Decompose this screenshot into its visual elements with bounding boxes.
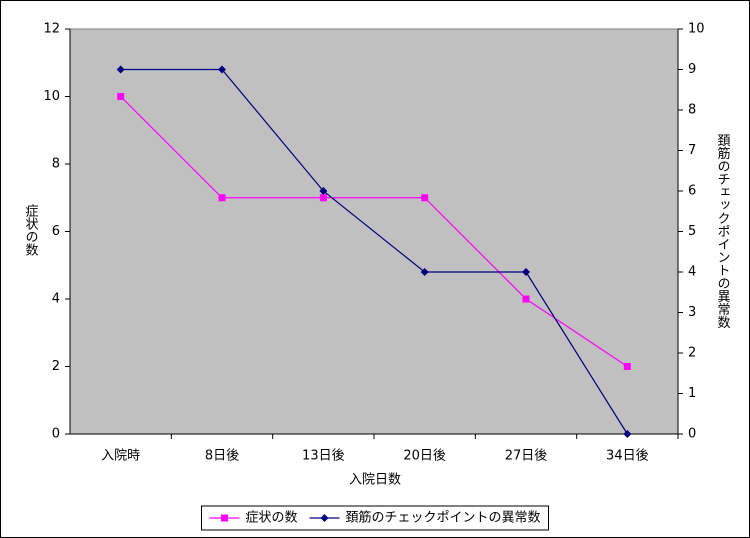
y2-tick-label: 10 xyxy=(688,22,705,37)
y2-tick-label: 7 xyxy=(688,143,696,158)
series-line xyxy=(120,96,628,367)
y2-tick-label: 6 xyxy=(688,184,696,199)
y-tick-label: 2 xyxy=(52,359,60,374)
point-marker xyxy=(117,93,125,100)
y2-tick-label: 2 xyxy=(688,346,696,361)
point-marker xyxy=(522,295,530,303)
point-marker xyxy=(623,430,632,438)
legend-label: 症状の数 xyxy=(245,511,297,526)
point-marker xyxy=(319,187,328,195)
y-tick-label: 12 xyxy=(43,22,60,37)
point-marker xyxy=(420,268,429,276)
x-tick-label: 34日後 xyxy=(606,449,649,464)
legend-marker xyxy=(320,514,329,522)
y-tick-label: 4 xyxy=(52,292,60,307)
y2-tick-label: 8 xyxy=(688,103,696,118)
y-axis-title: 症状の数 xyxy=(23,204,39,256)
point-marker xyxy=(218,194,226,202)
series-line xyxy=(120,68,628,435)
y-tick-label: 6 xyxy=(52,224,60,239)
legend-marker xyxy=(220,514,228,522)
x-tick-label: 入院時 xyxy=(101,449,140,464)
y2-tick-label: 9 xyxy=(688,62,696,77)
point-marker xyxy=(522,268,530,276)
x-tick-label: 20日後 xyxy=(403,449,446,464)
legend-label: 頚筋のチェックポイントの異常数 xyxy=(346,510,541,526)
x-tick-label: 13日後 xyxy=(302,449,345,464)
x-tick-label: 27日後 xyxy=(505,449,548,464)
x-tick-label: 8日後 xyxy=(205,449,239,464)
point-marker xyxy=(623,363,631,370)
y-tick-label: 8 xyxy=(52,157,60,172)
y2-tick-label: 1 xyxy=(688,386,696,401)
point-marker xyxy=(218,65,226,74)
legend-box xyxy=(200,505,550,531)
y2-tick-label: 5 xyxy=(688,224,696,239)
y2-tick-label: 4 xyxy=(688,265,696,280)
y2-tick-label: 0 xyxy=(688,427,696,442)
y2-tick-label: 3 xyxy=(688,305,696,320)
y-tick-label: 10 xyxy=(43,89,60,104)
y-tick-label: 0 xyxy=(52,427,60,442)
point-marker xyxy=(116,65,125,74)
point-marker xyxy=(319,194,327,202)
point-marker xyxy=(421,194,429,202)
y2-axis-title: 頚筋のチェックポイントの異常数 xyxy=(715,134,731,329)
x-axis-title: 入院日数 xyxy=(349,473,401,488)
